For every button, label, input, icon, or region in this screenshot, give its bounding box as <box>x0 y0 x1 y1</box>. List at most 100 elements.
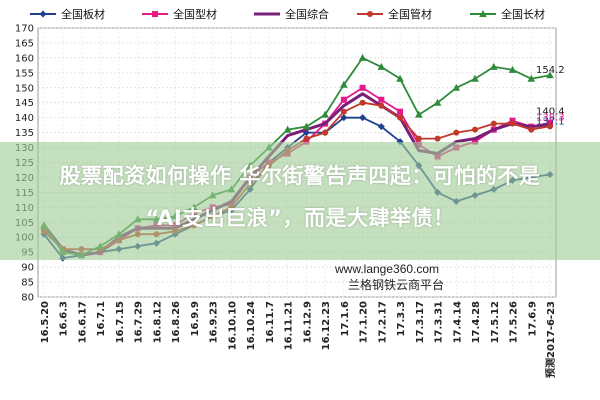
x-tick-label: 17.4.28 <box>471 301 482 343</box>
x-tick-label: 16.9.23 <box>209 301 220 343</box>
x-tick-label: 17.4.14 <box>452 301 463 343</box>
legend-label: 全国管材 <box>388 7 432 21</box>
data-point <box>322 129 329 136</box>
y-tick-label: 150 <box>15 83 34 94</box>
x-tick-label: 16.10.24 <box>246 301 257 350</box>
data-point <box>528 126 535 133</box>
data-point <box>377 62 386 70</box>
x-tick-label: 16.10.10 <box>227 301 238 350</box>
data-point <box>378 96 385 103</box>
data-point <box>321 110 329 118</box>
x-tick-label: 17.3.31 <box>434 301 445 343</box>
end-value-label: 138.3 <box>536 113 565 124</box>
overlay-banner <box>0 142 600 260</box>
data-point <box>471 74 479 82</box>
data-point <box>397 114 404 121</box>
y-tick-label: 170 <box>15 24 34 35</box>
data-point <box>472 138 479 145</box>
end-value-label: 137.1 <box>536 116 565 127</box>
data-point <box>509 120 516 127</box>
data-point <box>359 114 367 122</box>
data-point <box>415 110 423 118</box>
data-point <box>378 102 385 109</box>
data-point <box>396 74 404 82</box>
x-tick-label: 16.7.1 <box>96 301 107 336</box>
legend-item: 全国板材 <box>30 7 105 21</box>
x-tick-label: 16.6.17 <box>77 301 88 343</box>
data-point <box>340 96 347 103</box>
data-point <box>367 11 373 17</box>
data-point <box>547 123 553 130</box>
data-point <box>434 135 441 142</box>
legend-label: 全国板材 <box>61 7 105 21</box>
legend-item: 全国管材 <box>357 7 432 21</box>
data-point <box>452 83 461 91</box>
data-point <box>340 108 347 115</box>
data-point <box>358 53 367 61</box>
y-tick-label: 140 <box>15 113 34 124</box>
data-point <box>415 135 422 142</box>
legend-item: 全国型材 <box>142 7 217 21</box>
banner-headline-line1: 股票配资如何操作 华尔街警告声四起：可怕的不是 <box>59 164 541 188</box>
data-point <box>527 74 536 82</box>
x-tick-label: 17.1.20 <box>359 301 370 343</box>
data-point <box>377 123 385 131</box>
data-point <box>508 65 517 73</box>
y-tick-label: 160 <box>15 53 34 64</box>
x-tick-label: 17.6.9 <box>527 301 538 336</box>
x-tick-label: 16.7.15 <box>115 301 126 343</box>
data-point <box>546 71 554 79</box>
data-point <box>152 11 158 17</box>
legend-label: 全国型材 <box>173 7 217 21</box>
x-tick-label: 17.5.12 <box>490 301 501 343</box>
data-point <box>433 98 442 106</box>
end-value-label: 140.4 <box>536 106 565 117</box>
x-tick-label: 16.12.9 <box>302 301 313 343</box>
data-point <box>490 120 497 127</box>
x-tick-label: 16.9.9 <box>190 301 201 336</box>
x-tick-label: 16.5.20 <box>40 301 51 343</box>
x-tick-label: 预测2017-6-23 <box>544 301 557 378</box>
x-tick-label: 16.7.29 <box>134 301 145 343</box>
end-value-label: 154.2 <box>536 65 565 76</box>
x-tick-label: 17.3.17 <box>415 301 426 343</box>
data-point <box>489 62 498 70</box>
x-tick-label: 16.11.7 <box>265 301 276 343</box>
data-point <box>397 108 404 115</box>
legend: 全国板材 全国型材 全国综合 全国管材 全国长材 <box>30 7 545 21</box>
x-tick-label: 16.12.23 <box>321 301 332 350</box>
data-point <box>302 122 311 130</box>
x-tick-label: 17.3.3 <box>396 301 407 336</box>
watermark-url: www.lange360.com <box>335 262 440 276</box>
legend-item: 全国长材 <box>470 7 545 21</box>
data-point <box>39 10 47 18</box>
x-tick-label: 17.1.6 <box>340 301 351 336</box>
watermark-name: 兰格钢铁云商平台 <box>348 278 445 292</box>
x-axis: 16.5.20 16.6.3 16.6.17 16.7.1 16.7.15 16.7.29… <box>40 301 557 378</box>
data-point <box>340 114 348 122</box>
x-tick-label: 16.6.3 <box>59 301 70 336</box>
x-tick-label: 17.5.26 <box>509 301 520 343</box>
data-point <box>547 119 553 126</box>
y-tick-label: 135 <box>15 128 34 139</box>
data-point <box>283 125 292 133</box>
y-tick-label: 80 <box>21 293 34 304</box>
data-point <box>303 135 310 142</box>
x-tick-label: 16.11.21 <box>284 301 295 350</box>
data-point <box>472 126 479 133</box>
legend-item: 全国综合 <box>254 7 329 21</box>
data-point <box>359 84 366 91</box>
data-point <box>453 129 460 136</box>
x-tick-label: 16.8.12 <box>152 301 163 343</box>
legend-label: 全国综合 <box>285 7 329 21</box>
y-tick-label: 145 <box>15 98 34 109</box>
x-tick-label: 16.8.26 <box>171 301 182 343</box>
data-point <box>340 80 348 88</box>
data-point <box>359 99 366 106</box>
y-tick-label: 155 <box>15 68 34 79</box>
data-point <box>479 10 487 17</box>
banner-headline-line2: “AI支出巨浪”，而是大肆举债！ <box>145 206 455 230</box>
y-tick-label: 165 <box>15 38 34 49</box>
